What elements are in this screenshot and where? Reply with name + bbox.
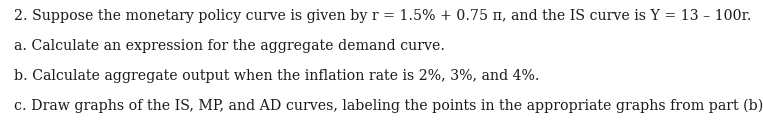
- Text: a. Calculate an expression for the aggregate demand curve.: a. Calculate an expression for the aggre…: [14, 39, 445, 53]
- Text: b. Calculate aggregate output when the inflation rate is 2%, 3%, and 4%.: b. Calculate aggregate output when the i…: [14, 69, 539, 83]
- Text: 2. Suppose the monetary policy curve is given by r = 1.5% + 0.75 π, and the IS c: 2. Suppose the monetary policy curve is …: [14, 9, 752, 23]
- Text: c. Draw graphs of the IS, MP, and AD curves, labeling the points in the appropri: c. Draw graphs of the IS, MP, and AD cur…: [14, 98, 763, 113]
